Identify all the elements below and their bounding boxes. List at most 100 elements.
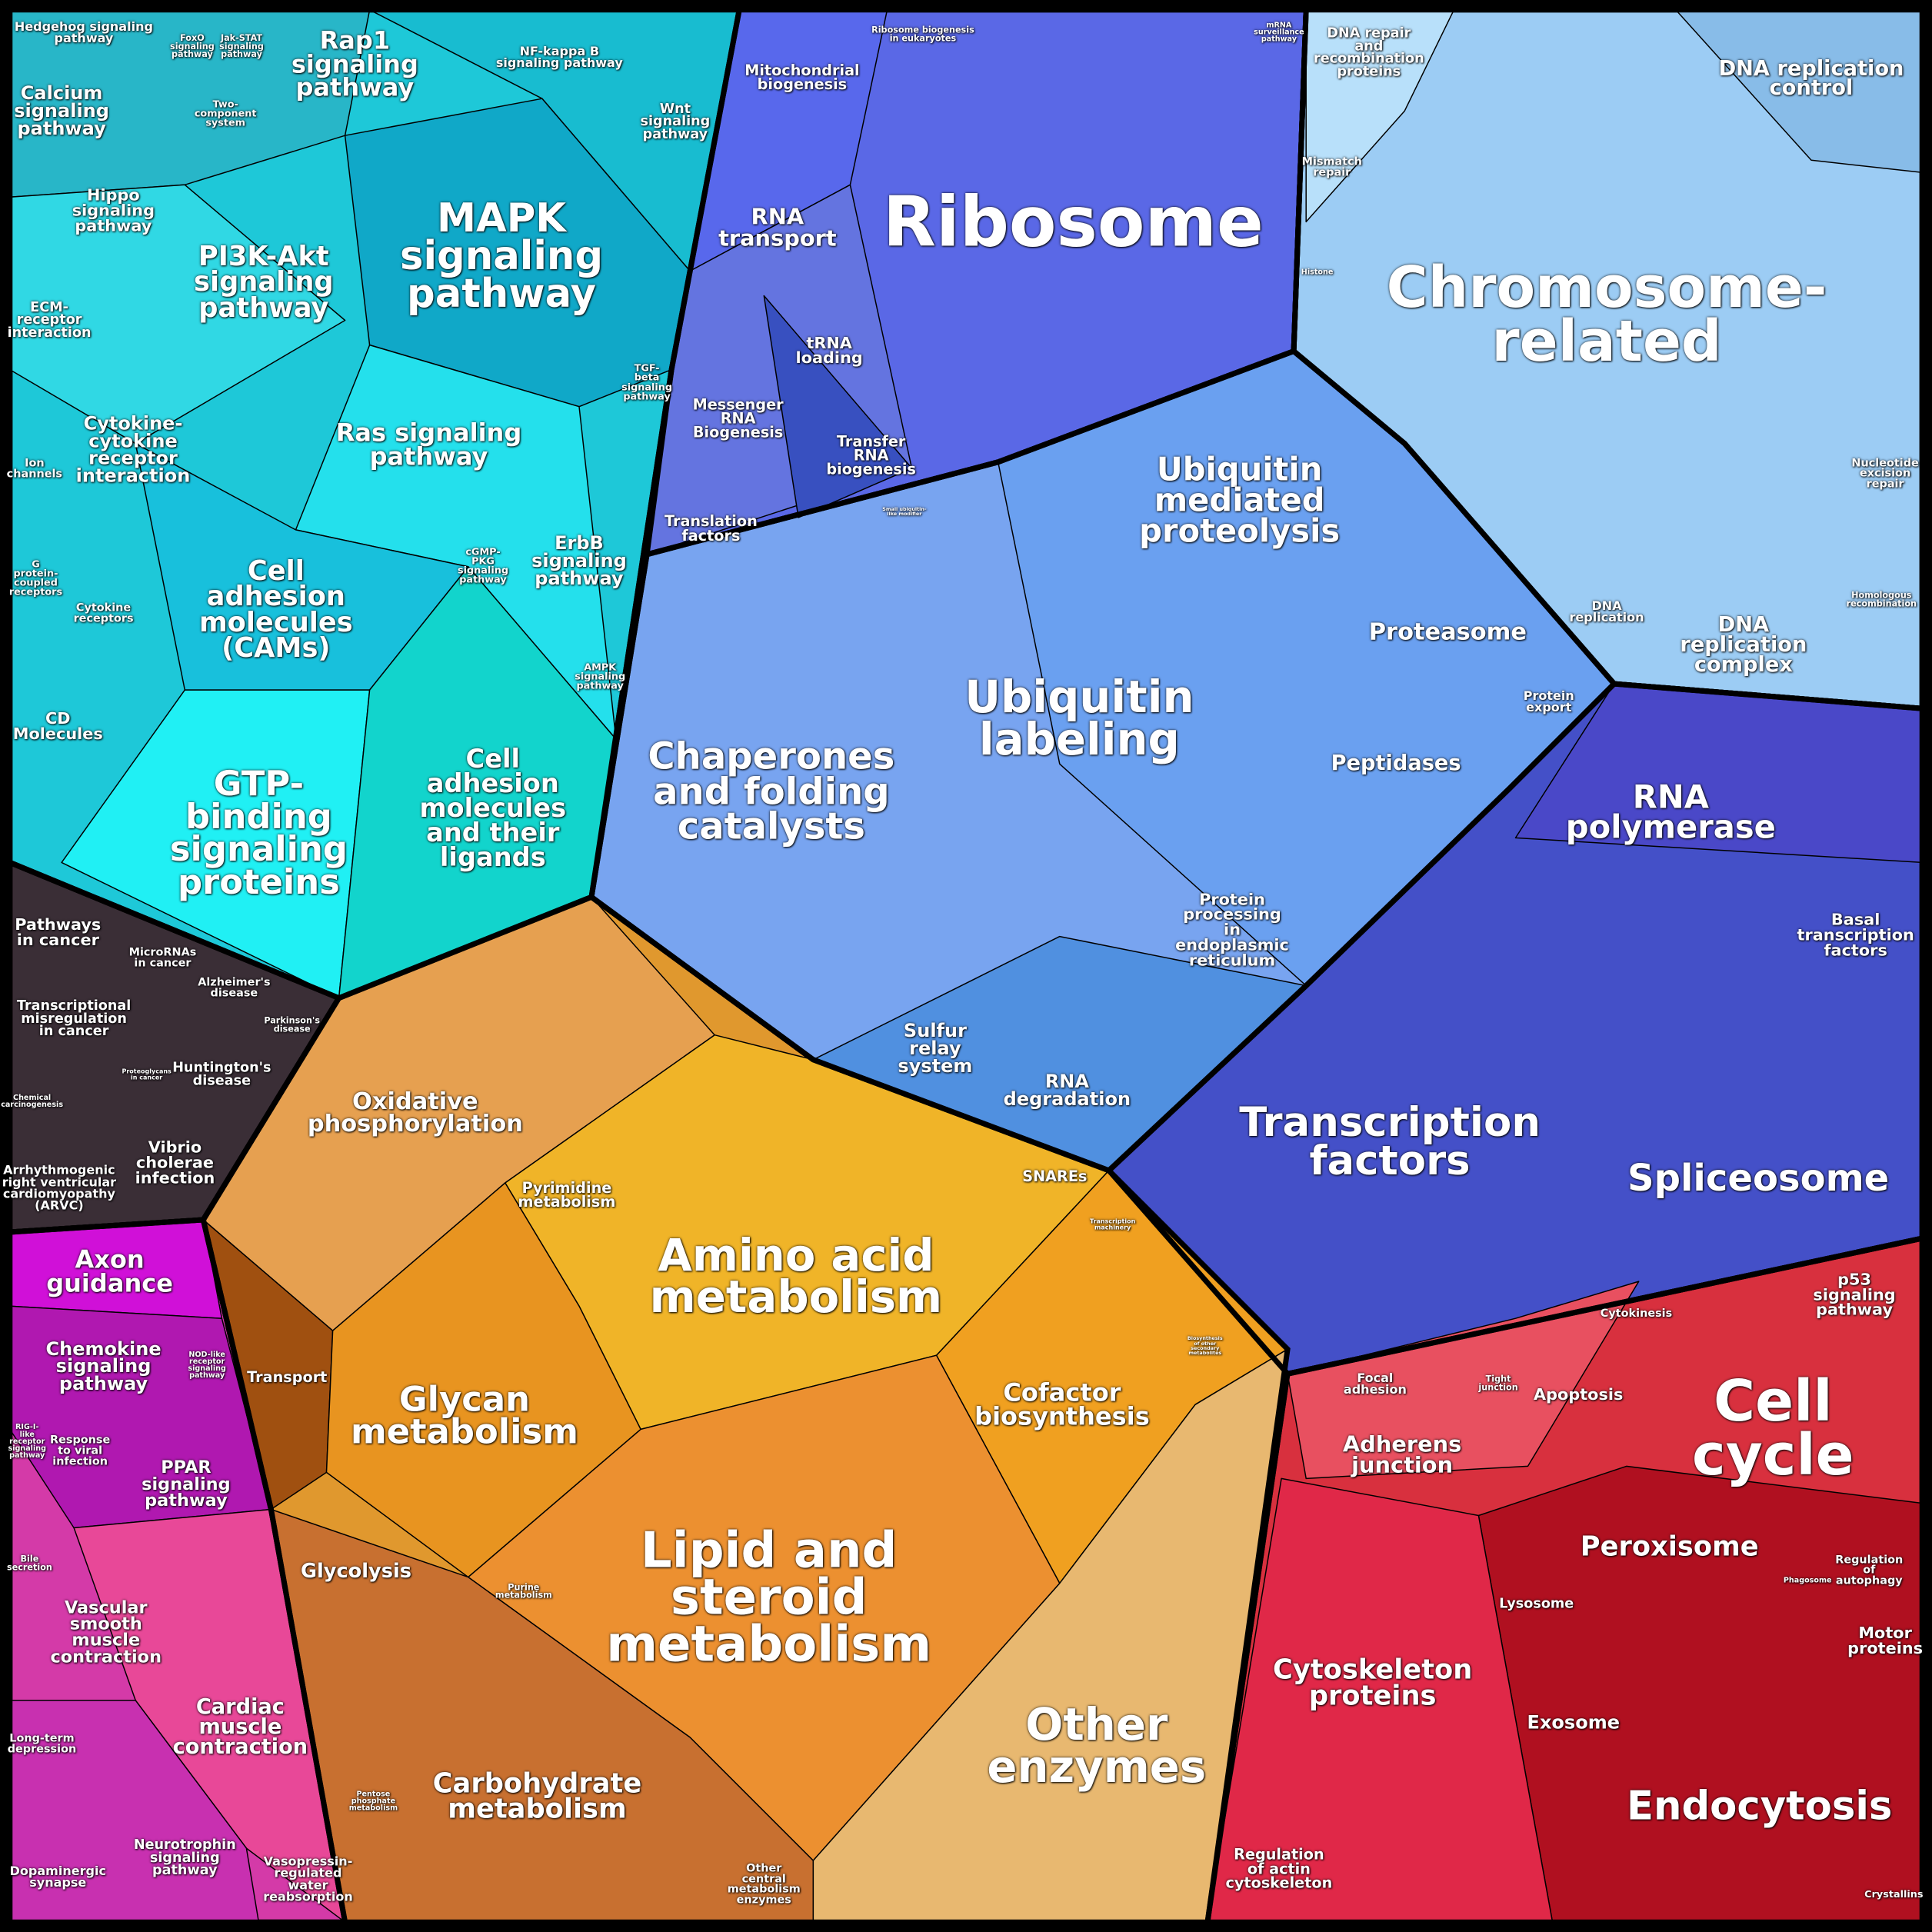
cell-label: Cytokinesis: [1600, 1307, 1673, 1321]
cell-label: Focal adhesion: [1343, 1370, 1407, 1397]
cell-label: tRNA loading: [795, 333, 863, 368]
cell-label: Two- component system: [194, 98, 257, 130]
cell-label: Pathways in cancer: [15, 914, 102, 949]
cell-label: Cytokine receptors: [73, 601, 134, 625]
cell-label: Endocytosis: [1626, 1783, 1893, 1830]
cell-label: Phagosome: [1783, 1576, 1832, 1585]
cell: [1287, 1281, 1640, 1480]
cell-label: Dopaminergic synapse: [9, 1863, 106, 1890]
cell-label: Chaperones and folding catalysts: [648, 734, 895, 848]
cell-label: Lipid and steroid metabolism: [606, 1522, 932, 1674]
cell-label: Axon guidance: [46, 1244, 173, 1298]
cell-label: Vibrio cholerae infection: [135, 1138, 215, 1188]
cell-label: Hippo signaling pathway: [72, 185, 155, 235]
cell-label: RNA polymerase: [1565, 778, 1776, 846]
cell-label: RNA degradation: [1003, 1070, 1131, 1110]
cell-label: Homologous recombination: [1846, 590, 1917, 609]
cell-label: Proteoglycans in cancer: [122, 1068, 172, 1081]
cell-label: Cell cycle: [1692, 1369, 1854, 1489]
cell-label: PI3K-Akt signaling pathway: [194, 240, 334, 324]
cell-label: MAPK signaling pathway: [399, 195, 604, 317]
cell-label: RIG-I- like receptor signaling pathway: [8, 1423, 46, 1461]
cell-label: Carbohydrate metabolism: [432, 1767, 642, 1825]
cell-label: Adherens junction: [1342, 1431, 1462, 1478]
cell-label: Cell adhesion molecules (CAMs): [198, 555, 353, 665]
cell-label: Pyrimidine metabolism: [518, 1178, 616, 1211]
cell-label: cGMP- PKG signaling pathway: [458, 546, 508, 587]
cell: [73, 1508, 346, 1923]
cell-label: Chromosome- related: [1386, 255, 1827, 375]
cell-label: Lysosome: [1499, 1596, 1574, 1612]
cell-label: p53 signaling pathway: [1813, 1270, 1896, 1319]
region-border: [1204, 1234, 1925, 1925]
cell-label: Mitochondrial biogenesis: [744, 61, 860, 93]
region-border: [1104, 681, 1925, 1377]
cell-label: Motor proteins: [1847, 1624, 1924, 1657]
cell-label: Ribosome: [882, 182, 1264, 263]
cell-label: Ras signaling pathway: [335, 418, 522, 471]
cell-label: Calcium signaling pathway: [14, 82, 109, 139]
cell-label: Ribosome biogenesis in eukaryotes: [871, 25, 974, 43]
cell-label: ErbB signaling pathway: [531, 531, 627, 589]
cell-label: Regulation of actin cytoskeleton: [1225, 1845, 1333, 1892]
cell-label: Small ubiquitin- like modifier: [882, 505, 927, 517]
cell-label: NF-kappa B signaling pathway: [495, 43, 623, 70]
cell-label: Translation factors: [664, 512, 758, 545]
cell-label: Cardiac muscle contraction: [172, 1695, 308, 1759]
cell-label: Cofactor biosynthesis: [974, 1377, 1150, 1431]
cell-label: Peroxisome: [1580, 1530, 1759, 1562]
cell-label: FoxO signaling pathway: [170, 32, 215, 60]
cell-label: Oxidative phosphorylation: [307, 1088, 523, 1138]
cell-label: CD Molecules: [12, 709, 103, 744]
cell-label: Biosynthesis of other secondary metaboli…: [1187, 1335, 1223, 1356]
cell-label: Response to viral infection: [50, 1434, 111, 1468]
cell-label: Sulfur relay system: [898, 1020, 973, 1077]
cell-label: Alzheimer's disease: [198, 976, 271, 999]
cell-label: Glycolysis: [300, 1559, 412, 1583]
cell-label: MicroRNAs in cancer: [128, 946, 197, 970]
cell-label: AMPK signaling pathway: [575, 661, 626, 693]
cell-label: Cytoskeleton proteins: [1273, 1654, 1473, 1712]
cell-label: NOD-like receptor signaling pathway: [188, 1350, 226, 1381]
cell-label: Rap1 signaling pathway: [291, 25, 418, 102]
cell-label: Transcription machinery: [1089, 1217, 1136, 1231]
cell-label: Transcriptional misregulation in cancer: [16, 998, 132, 1040]
cell-label: Purine metabolism: [495, 1582, 552, 1601]
cell-label: Tight junction: [1478, 1374, 1518, 1393]
cell-label: Hedgehog signaling pathway: [14, 18, 153, 45]
cell-label: Bile secretion: [6, 1554, 52, 1572]
cell-label: Neurotrophin signaling pathway: [133, 1837, 236, 1879]
cell-label: Proteasome: [1368, 618, 1527, 646]
cell-label: DNA replication: [1569, 598, 1644, 625]
cell-label: Protein processing in endoplasmic reticu…: [1175, 890, 1289, 970]
cell-label: SNAREs: [1022, 1167, 1088, 1185]
cell-label: Chemokine signaling pathway: [45, 1337, 162, 1395]
cell-label: Nucleotide excision repair: [1851, 457, 1919, 491]
cell-label: Basal transcription factors: [1797, 910, 1914, 959]
cell-label: Other central metabolism enzymes: [727, 1862, 801, 1907]
cell-label: Crystallins: [1864, 1888, 1924, 1900]
cell-label: RNA transport: [718, 203, 837, 251]
cell-label: Transcription factors: [1239, 1098, 1541, 1185]
cell-label: Regulation of autophagy: [1835, 1554, 1904, 1587]
cell-label: TGF- beta signaling pathway: [621, 362, 673, 403]
cell-label: Other enzymes: [987, 1698, 1207, 1794]
cell-label: DNA repair and recombination proteins: [1314, 25, 1424, 80]
cell-label: Messenger RNA Biogenesis: [692, 395, 784, 441]
cell-label: Apoptosis: [1534, 1384, 1624, 1404]
cell-label: Wnt signaling pathway: [640, 101, 711, 142]
cell: [763, 295, 913, 518]
cell-label: Long-term depression: [7, 1732, 77, 1756]
cell-label: DNA replication control: [1718, 56, 1904, 101]
cell-label: Ubiquitin mediated proteolysis: [1139, 451, 1341, 550]
cell-label: Huntington's disease: [172, 1060, 271, 1088]
cell-label: Protein export: [1523, 688, 1574, 715]
cell-label: Glycan metabolism: [351, 1378, 578, 1452]
cell-label: Peptidases: [1331, 751, 1461, 776]
cell-label: Amino acid metabolism: [649, 1228, 943, 1324]
cell-label: Vascular smooth muscle contraction: [50, 1597, 162, 1667]
cell-label: ECM- receptor interaction: [7, 299, 92, 341]
cell-label: Jak-STAT signaling pathway: [219, 32, 264, 60]
